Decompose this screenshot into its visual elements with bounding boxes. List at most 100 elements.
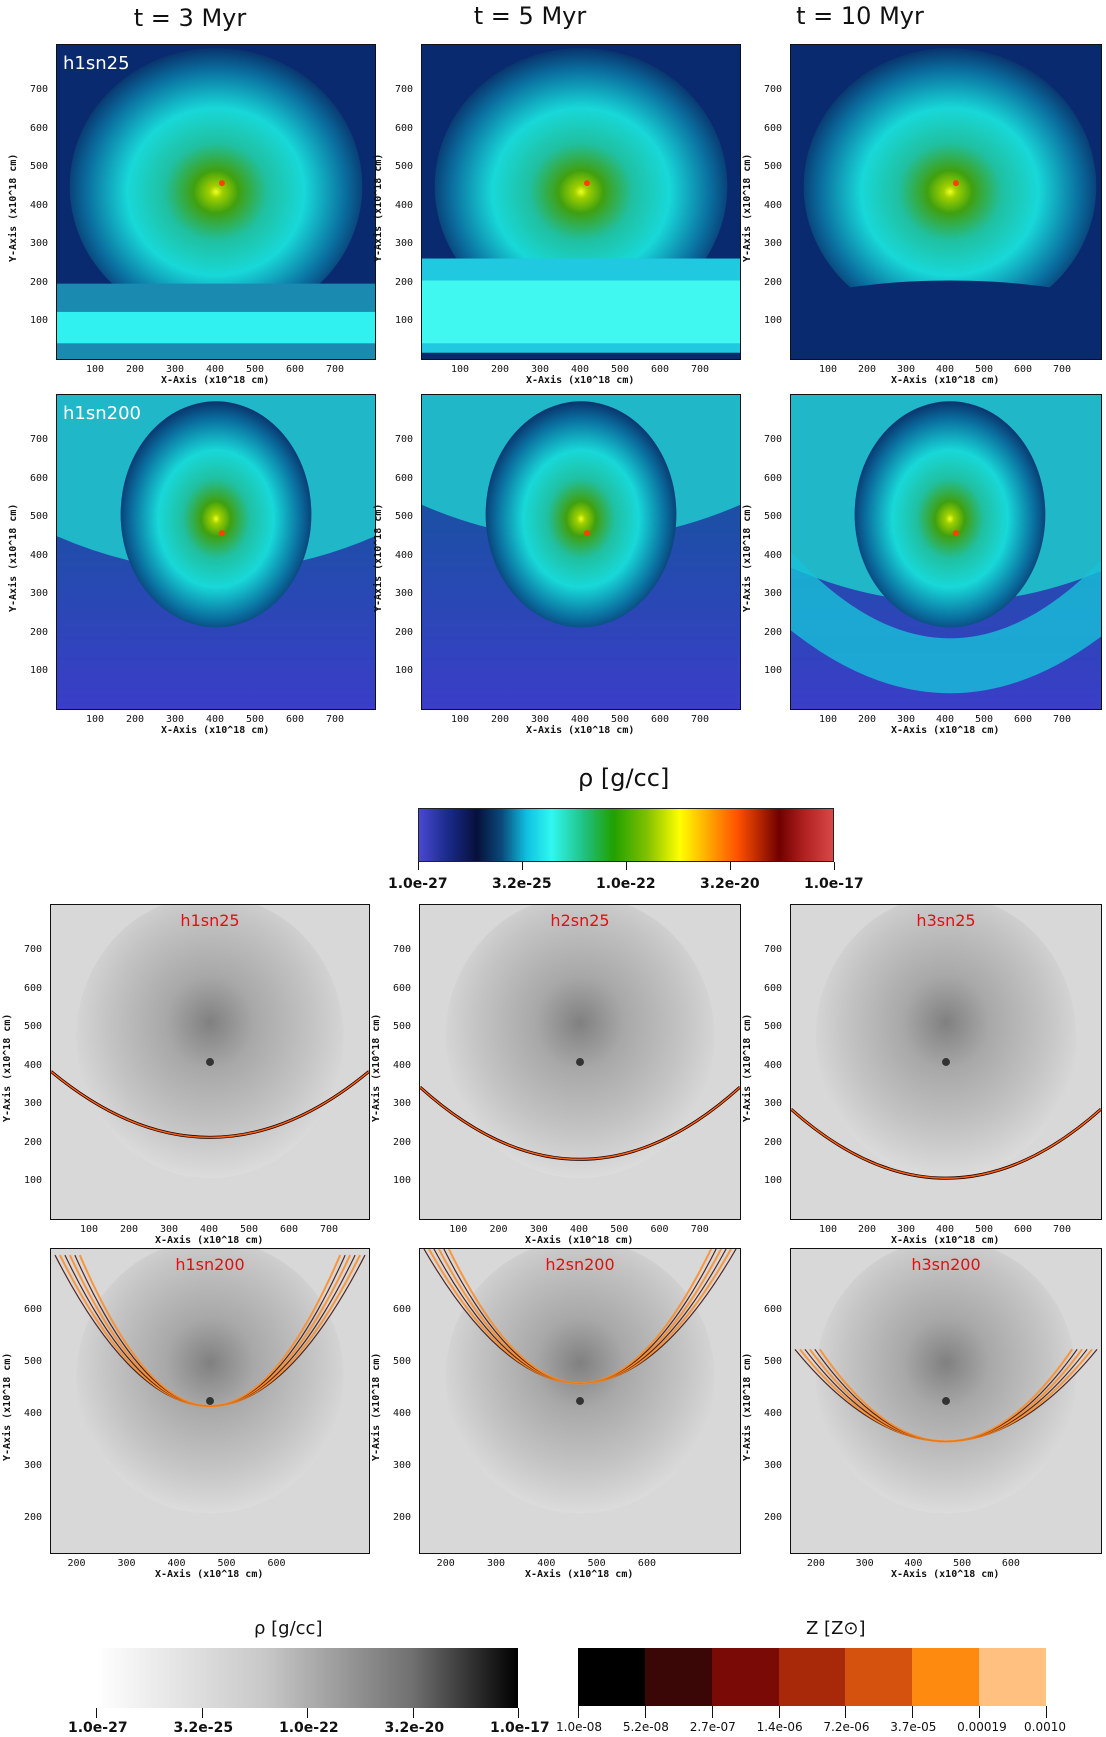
x-axis-label: X-Axis (x10^18 cm) <box>891 1235 1000 1246</box>
y-tick-label: 200 <box>395 276 414 288</box>
x-tick-label: 300 <box>855 1558 874 1569</box>
y-tick-label: 400 <box>764 549 783 561</box>
y-tick-label: 500 <box>24 1356 43 1368</box>
x-tick-label: 700 <box>326 714 345 725</box>
x-axis-label: X-Axis (x10^18 cm) <box>526 375 635 386</box>
x-tick-label: 500 <box>611 714 630 725</box>
y-tick-label: 200 <box>395 626 414 638</box>
metallicity-tick-label: 0.0010 <box>1024 1720 1066 1734</box>
panel-label: h1sn25 <box>63 53 130 74</box>
y-tick-label: 500 <box>24 1021 43 1033</box>
y-axis-label: Y-Axis (x10^18 cm) <box>8 153 19 262</box>
x-tick-label: 400 <box>936 714 955 725</box>
y-tick-label: 100 <box>764 665 783 677</box>
metallicity-swatch <box>644 1648 712 1706</box>
y-tick-label: 400 <box>764 1407 783 1419</box>
y-tick-label: 400 <box>395 549 414 561</box>
gray-colorbar-tick-label: 3.2e-25 <box>173 1720 234 1736</box>
y-tick-label: 300 <box>24 1098 43 1110</box>
x-tick-label: 600 <box>1014 364 1033 375</box>
y-tick-label: 500 <box>395 511 414 523</box>
y-tick-label: 400 <box>764 1059 783 1071</box>
x-tick-label: 400 <box>571 364 590 375</box>
y-axis-label: Y-Axis (x10^18 cm) <box>2 1352 13 1461</box>
y-tick-label: 700 <box>395 84 414 96</box>
column-title-5myr: t = 5 Myr <box>473 2 587 30</box>
x-tick-label: 500 <box>246 364 265 375</box>
y-tick-label: 200 <box>24 1511 43 1523</box>
x-tick-label: 500 <box>217 1558 236 1569</box>
metallicity-tick-label: 3.7e-05 <box>890 1720 937 1734</box>
y-tick-label: 700 <box>395 434 414 446</box>
y-tick-label: 700 <box>30 84 49 96</box>
x-axis-label: X-Axis (x10^18 cm) <box>891 375 1000 386</box>
metallicity-tick-mark <box>979 1706 981 1718</box>
gray-colorbar-tick-mark <box>412 1708 414 1718</box>
x-tick-label: 100 <box>819 364 838 375</box>
y-tick-label: 100 <box>395 665 414 677</box>
gray-colorbar-tick-mark <box>518 1708 519 1718</box>
x-tick-label: 500 <box>246 714 265 725</box>
y-tick-label: 200 <box>30 276 49 288</box>
x-tick-label: 200 <box>126 364 145 375</box>
y-tick-label: 100 <box>764 315 783 327</box>
y-tick-label: 100 <box>764 1175 783 1187</box>
x-tick-label: 200 <box>858 1224 877 1235</box>
y-tick-label: 100 <box>395 315 414 327</box>
panel-label: h3sn25 <box>916 911 976 930</box>
x-tick-label: 600 <box>651 714 670 725</box>
y-tick-label: 700 <box>30 434 49 446</box>
gray-colorbar-tick-mark <box>307 1708 308 1718</box>
x-tick-label: 600 <box>637 1558 656 1569</box>
x-tick-label: 300 <box>486 1558 506 1569</box>
metallicity-panel: h2sn25 <box>419 904 741 1220</box>
metallicity-tick-mark <box>578 1706 579 1718</box>
x-tick-label: 600 <box>286 714 305 725</box>
metallicity-tick-label: 7.2e-06 <box>823 1720 870 1734</box>
x-tick-label: 700 <box>690 1224 709 1235</box>
x-tick-label: 400 <box>167 1558 186 1569</box>
colorbar-tick-mark <box>730 862 731 870</box>
y-tick-label: 600 <box>393 982 412 994</box>
y-tick-label: 600 <box>764 472 783 484</box>
x-tick-label: 600 <box>280 1224 299 1235</box>
x-tick-label: 200 <box>489 1224 508 1235</box>
metallicity-tick-mark <box>1046 1706 1047 1718</box>
y-tick-label: 200 <box>764 626 783 638</box>
y-tick-label: 600 <box>393 1304 412 1316</box>
y-tick-label: 100 <box>30 315 49 327</box>
x-tick-label: 200 <box>491 714 510 725</box>
gray-colorbar-tick-label: 1.0e-17 <box>490 1720 550 1736</box>
y-axis-label: Y-Axis (x10^18 cm) <box>742 1352 753 1461</box>
metallicity-panel: h2sn200 <box>419 1248 741 1554</box>
metallicity-swatch <box>912 1648 980 1706</box>
x-tick-label: 500 <box>587 1558 606 1569</box>
y-tick-label: 400 <box>395 199 414 211</box>
colorbar-tick-mark <box>522 862 523 870</box>
x-axis-label: X-Axis (x10^18 cm) <box>525 1235 634 1246</box>
y-tick-label: 300 <box>764 1459 783 1471</box>
x-axis-label: X-Axis (x10^18 cm) <box>155 1569 264 1580</box>
y-tick-label: 500 <box>764 1356 783 1368</box>
x-tick-label: 400 <box>936 364 955 375</box>
colorbar-tick-mark <box>418 862 419 870</box>
gray-density-colorbar <box>96 1648 518 1708</box>
y-tick-label: 300 <box>764 238 783 250</box>
y-tick-label: 600 <box>24 1304 43 1316</box>
panel-label: h1sn25 <box>180 911 240 930</box>
colorbar-tick-mark <box>626 862 627 870</box>
metallicity-colorbar-title: Z [Z⊙] <box>806 1618 866 1639</box>
metallicity-panel: h3sn25 <box>790 904 1102 1220</box>
x-tick-label: 400 <box>200 1224 219 1235</box>
x-tick-label: 500 <box>240 1224 259 1235</box>
x-tick-label: 100 <box>86 364 105 375</box>
panel-label: h1sn200 <box>175 1255 245 1274</box>
y-tick-label: 500 <box>764 161 783 173</box>
x-tick-label: 300 <box>117 1558 136 1569</box>
y-tick-label: 400 <box>393 1059 412 1071</box>
x-tick-label: 100 <box>819 714 838 725</box>
y-axis-label: Y-Axis (x10^18 cm) <box>742 1013 753 1122</box>
y-tick-label: 700 <box>764 84 783 96</box>
x-tick-label: 600 <box>1014 1224 1033 1235</box>
density-colorbar-title: ρ [g/cc] <box>578 764 670 792</box>
